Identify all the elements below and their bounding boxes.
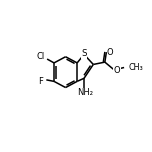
Text: NH₂: NH₂ [78, 88, 94, 97]
Text: CH₃: CH₃ [129, 63, 143, 72]
Text: O: O [107, 48, 114, 57]
Text: F: F [38, 77, 43, 86]
Text: S: S [81, 49, 87, 58]
Text: Cl: Cl [37, 52, 45, 61]
Text: O: O [114, 66, 121, 75]
